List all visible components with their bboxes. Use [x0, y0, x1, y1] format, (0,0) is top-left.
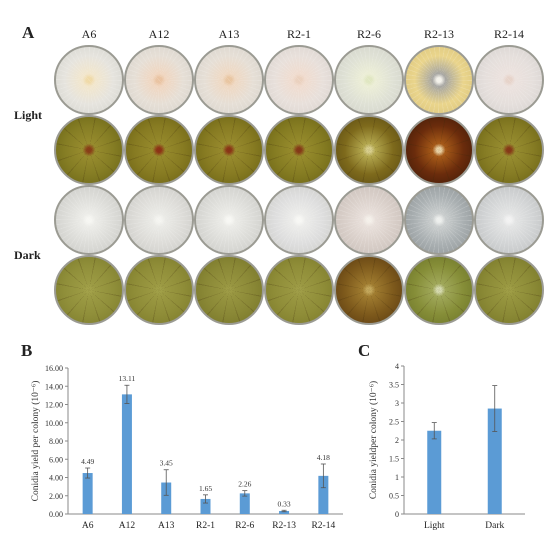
strain-label-a12: A12	[148, 27, 170, 41]
petri-dish-light-reverse-r2-1	[264, 115, 334, 185]
bar-r2-6	[239, 493, 250, 514]
bar-r2-13	[279, 510, 290, 514]
x-tick-label-r2-1: R2-1	[196, 521, 215, 531]
petri-dish-light-front-a13	[194, 45, 264, 115]
y-axis-title: Conidia yield per colony (10⁻⁶)	[30, 381, 41, 502]
y-tick-label: 12.00	[45, 401, 63, 410]
y-tick-label: 1.5	[389, 455, 399, 464]
petri-dish-dark-reverse-a13	[194, 255, 264, 325]
petri-dish-dark-front-a6	[54, 185, 124, 255]
strain-label-a6: A6	[81, 27, 97, 41]
conidia-yield-condition-chart: 0 0.5 1 1.5 2 2.5 3 3.5 4 Conidia yieldper colony…	[368, 362, 525, 531]
strain-label-r2-13: R2-13	[424, 27, 454, 41]
data-label-a6: 4.49	[81, 457, 94, 466]
x-tick-label-a12: A12	[119, 521, 136, 531]
petri-dish-dark-front-r2-1	[264, 185, 334, 255]
y-tick-label: 0.00	[49, 510, 63, 519]
y-tick-label: 3	[395, 399, 399, 408]
petri-dish-dark-reverse-r2-6	[334, 255, 404, 325]
petri-dish-dark-reverse-a6	[54, 255, 124, 325]
y-tick-label: 16.00	[45, 364, 63, 373]
data-label-a13: 3.45	[160, 459, 173, 468]
y-tick-label: 0	[395, 510, 399, 519]
x-tick-label-light: Light	[424, 521, 445, 531]
conidia-yield-strain-chart: 0.00 2.00 4.00 6.00 8.00 10.00 12.00 14.00 16.00…	[30, 364, 343, 531]
bar-a12	[121, 394, 132, 514]
petri-dish-light-reverse-a12	[124, 115, 194, 185]
panel-label-a: A	[22, 23, 35, 42]
y-tick-label: 6.00	[49, 455, 63, 464]
petri-dish-dark-reverse-r2-14	[474, 255, 544, 325]
y-tick-label: 0.5	[389, 492, 399, 501]
y-tick-label: 4	[395, 362, 399, 371]
y-tick-label: 14.00	[45, 382, 63, 391]
petri-dish-light-front-r2-6	[334, 45, 404, 115]
data-label-r2-14: 4.18	[317, 453, 330, 462]
x-tick-label-a6: A6	[82, 521, 94, 531]
panel-label-b: B	[21, 341, 33, 360]
petri-dish-light-front-r2-13	[404, 45, 474, 115]
petri-dish-dark-front-a13	[194, 185, 264, 255]
petri-dish-light-reverse-r2-13	[404, 115, 474, 185]
petri-dish-light-reverse-r2-14	[474, 115, 544, 185]
strain-label-a13: A13	[218, 27, 240, 41]
y-tick-label: 4.00	[49, 474, 63, 483]
petri-dish-light-front-r2-14	[474, 45, 544, 115]
data-label-a12: 13.11	[119, 374, 136, 383]
strain-label-r2-1: R2-1	[287, 27, 311, 41]
bar-r2-14	[318, 475, 329, 514]
y-tick-label: 2	[395, 436, 399, 445]
y-tick-label: 10.00	[45, 419, 63, 428]
y-tick-label: 1	[395, 473, 399, 482]
x-tick-label-dark: Dark	[485, 521, 504, 531]
panel-label-c: C	[358, 341, 371, 360]
y-tick-label: 2.5	[389, 418, 399, 427]
x-tick-label-r2-6: R2-6	[235, 521, 254, 531]
petri-dish-light-reverse-a6	[54, 115, 124, 185]
petri-dish-dark-front-r2-14	[474, 185, 544, 255]
row-label-dark: Dark	[14, 248, 41, 262]
bar-a6	[82, 473, 93, 514]
petri-dish-light-front-a12	[124, 45, 194, 115]
bar-dark	[487, 408, 502, 514]
data-label-r2-1: 1.65	[199, 484, 212, 493]
petri-dish-dark-reverse-r2-13	[404, 255, 474, 325]
data-label-r2-6: 2.26	[238, 480, 251, 489]
x-tick-label-r2-13: R2-13	[272, 521, 296, 531]
row-label-light: Light	[14, 108, 43, 122]
x-tick-label-r2-14: R2-14	[311, 521, 335, 531]
petri-dish-dark-front-r2-6	[334, 185, 404, 255]
petri-dish-light-reverse-r2-6	[334, 115, 404, 185]
bar-r2-1	[200, 498, 211, 514]
petri-dish-light-front-r2-1	[264, 45, 334, 115]
x-tick-label-a13: A13	[158, 521, 175, 531]
y-tick-label: 3.5	[389, 381, 399, 390]
y-tick-label: 8.00	[49, 437, 63, 446]
bar-light	[427, 430, 442, 514]
petri-dish-light-front-a6	[54, 45, 124, 115]
data-label-r2-13: 0.33	[278, 499, 291, 508]
petri-dish-dark-front-a12	[124, 185, 194, 255]
petri-dish-light-reverse-a13	[194, 115, 264, 185]
petri-dish-dark-reverse-a12	[124, 255, 194, 325]
petri-dish-dark-reverse-r2-1	[264, 255, 334, 325]
y-tick-label: 2.00	[49, 492, 63, 501]
petri-dish-dark-front-r2-13	[404, 185, 474, 255]
strain-label-r2-14: R2-14	[494, 27, 524, 41]
y-axis-title: Conidia yieldper colony (10⁻⁶)	[368, 381, 379, 499]
bar-a13	[161, 482, 172, 514]
strain-label-r2-6: R2-6	[357, 27, 381, 41]
